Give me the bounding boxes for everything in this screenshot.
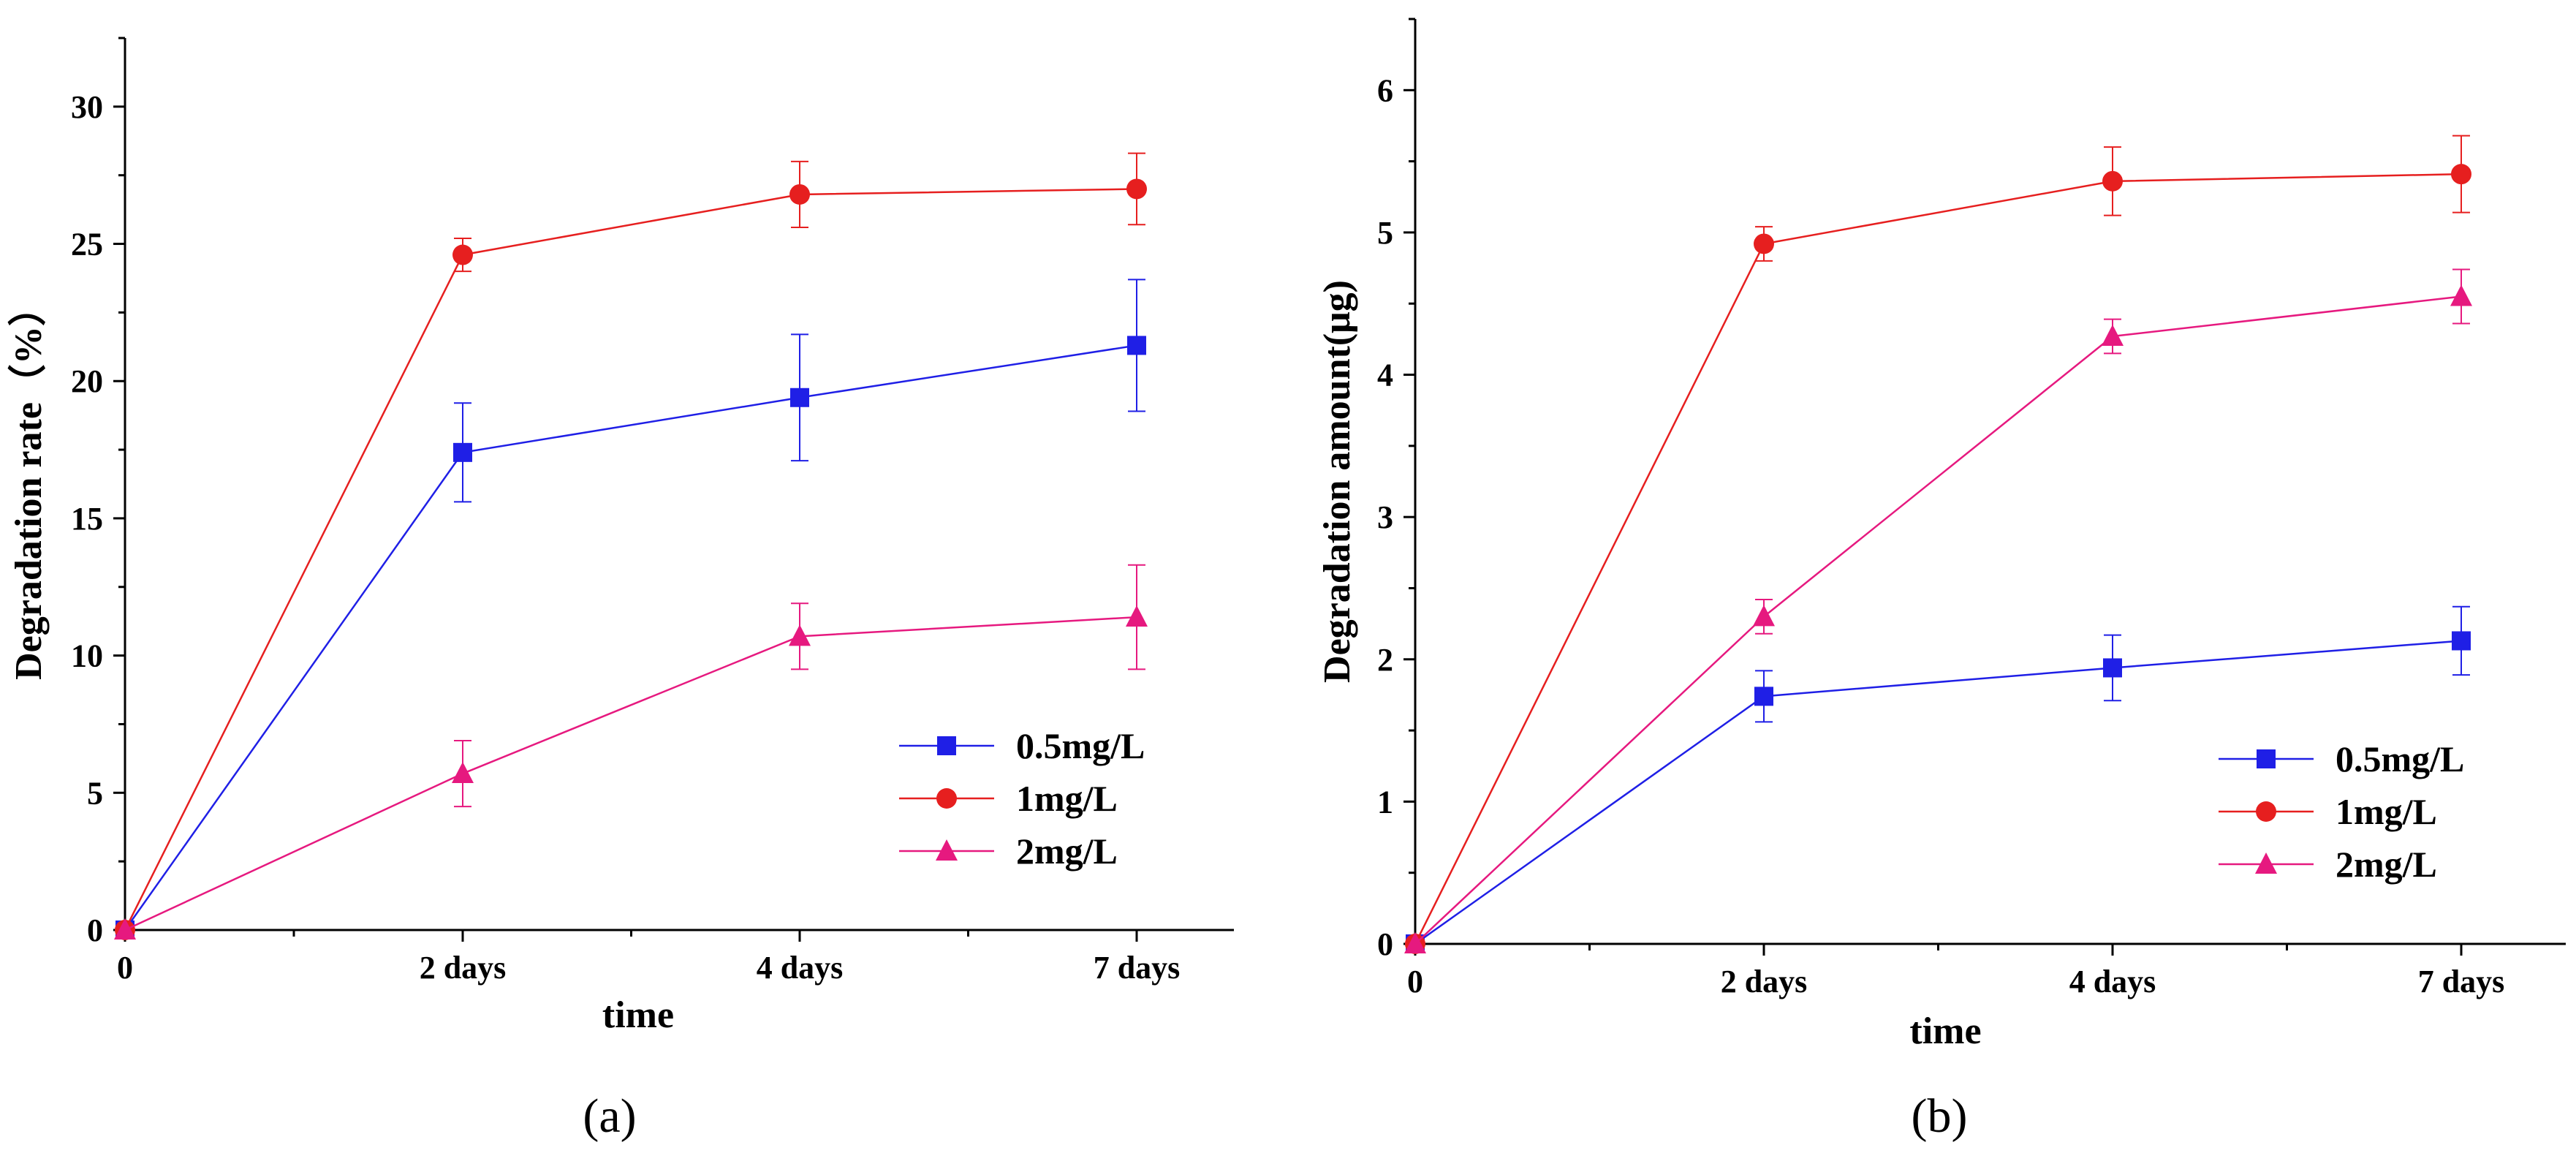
- y-tick-label: 0: [87, 912, 103, 948]
- data-point: [1126, 178, 1147, 200]
- x-tick-label: 0: [117, 950, 133, 986]
- x-tick-label: 7 days: [1094, 950, 1181, 986]
- data-point: [789, 184, 810, 205]
- y-tick-label: 1: [1377, 784, 1393, 820]
- legend-marker: [2255, 853, 2277, 874]
- data-point: [452, 244, 473, 265]
- y-axis-title: Degradation amount(μg): [1317, 280, 1358, 683]
- y-tick-label: 5: [1377, 215, 1393, 251]
- chart-panel-b: 0 1 2 3 4 5 6 0 2 days 4 days 7 days time Degradatio…: [1317, 18, 2566, 1143]
- series-line: [124, 616, 1137, 931]
- y-tick-label: 6: [1377, 72, 1393, 108]
- legend-entry: 1mg/L: [899, 778, 1118, 819]
- data-point: [114, 918, 136, 940]
- y-tick-label: 5: [87, 775, 103, 811]
- chart-panel-a: 0 5 10 15 20 25 30 0 2 days 4 days 7 days time Degra…: [7, 37, 1234, 1143]
- series-line: [124, 188, 1137, 931]
- series-2mg/L: [114, 564, 1148, 940]
- legend-label: 0.5mg/L: [1016, 725, 1145, 766]
- x-tick-label: 2 days: [1721, 964, 1808, 999]
- y-axis-title: Degradation rate（%）: [7, 288, 50, 680]
- x-tick-label: 4 days: [2069, 964, 2156, 999]
- series-1mg/L: [1405, 135, 2471, 954]
- data-point: [1127, 336, 1146, 355]
- y-tick-label: 4: [1377, 358, 1393, 393]
- legend-entry: 0.5mg/L: [2219, 738, 2464, 779]
- y-tick-label: 10: [71, 638, 103, 674]
- legend-label: 0.5mg/L: [2336, 738, 2464, 779]
- y-tick-label: 0: [1377, 926, 1393, 962]
- y-tick-label: 2: [1377, 642, 1393, 678]
- data-point: [789, 624, 811, 646]
- data-point: [1754, 687, 1773, 706]
- legend-marker: [2257, 749, 2276, 768]
- series-line: [1414, 173, 2462, 945]
- series-line: [124, 344, 1137, 931]
- y-tick-label: 15: [71, 501, 103, 537]
- legend-label: 1mg/L: [2336, 791, 2437, 832]
- data-point: [2450, 284, 2472, 306]
- y-tick-label: 25: [71, 227, 103, 262]
- data-point: [2451, 164, 2471, 185]
- y-tick-label: 3: [1377, 499, 1393, 535]
- legend-label: 2mg/L: [2336, 844, 2437, 885]
- data-point: [790, 388, 809, 407]
- legend-label: 2mg/L: [1016, 831, 1118, 872]
- legend-entry: 1mg/L: [2219, 791, 2437, 832]
- data-point: [452, 762, 474, 784]
- data-point: [2103, 658, 2122, 678]
- series-line: [1414, 640, 2462, 945]
- data-point: [453, 442, 472, 462]
- data-point: [2102, 324, 2124, 346]
- x-tick-label: 0: [1407, 964, 1423, 999]
- y-tick-label: 30: [71, 89, 103, 125]
- y-tick-label: 20: [71, 363, 103, 399]
- series-2mg/L: [1404, 268, 2472, 953]
- legend-entry: 2mg/L: [899, 831, 1118, 872]
- series-line: [1414, 295, 2462, 945]
- panel-caption: (a): [583, 1089, 636, 1143]
- series-0.5mg/L: [115, 279, 1146, 940]
- legend-entry: 0.5mg/L: [899, 725, 1145, 766]
- legend-label: 1mg/L: [1016, 778, 1118, 819]
- data-point: [2452, 631, 2471, 651]
- legend-entry: 2mg/L: [2219, 844, 2437, 885]
- data-point: [1126, 605, 1148, 627]
- legend-marker: [2256, 801, 2276, 822]
- series-0.5mg/L: [1406, 605, 2471, 953]
- data-point: [1753, 605, 1775, 627]
- legend-marker: [937, 736, 956, 755]
- data-point: [1754, 233, 1774, 254]
- x-axis-title: time: [602, 994, 674, 1036]
- x-tick-label: 4 days: [757, 950, 844, 986]
- x-tick-label: 7 days: [2418, 964, 2505, 999]
- legend-marker: [936, 839, 958, 861]
- data-point: [2102, 170, 2123, 192]
- data-point: [1404, 932, 1426, 953]
- panel-caption: (b): [1912, 1089, 1968, 1143]
- series-1mg/L: [115, 152, 1147, 940]
- legend-marker: [936, 788, 957, 809]
- x-axis-title: time: [1909, 1010, 1981, 1052]
- x-tick-label: 2 days: [420, 950, 507, 986]
